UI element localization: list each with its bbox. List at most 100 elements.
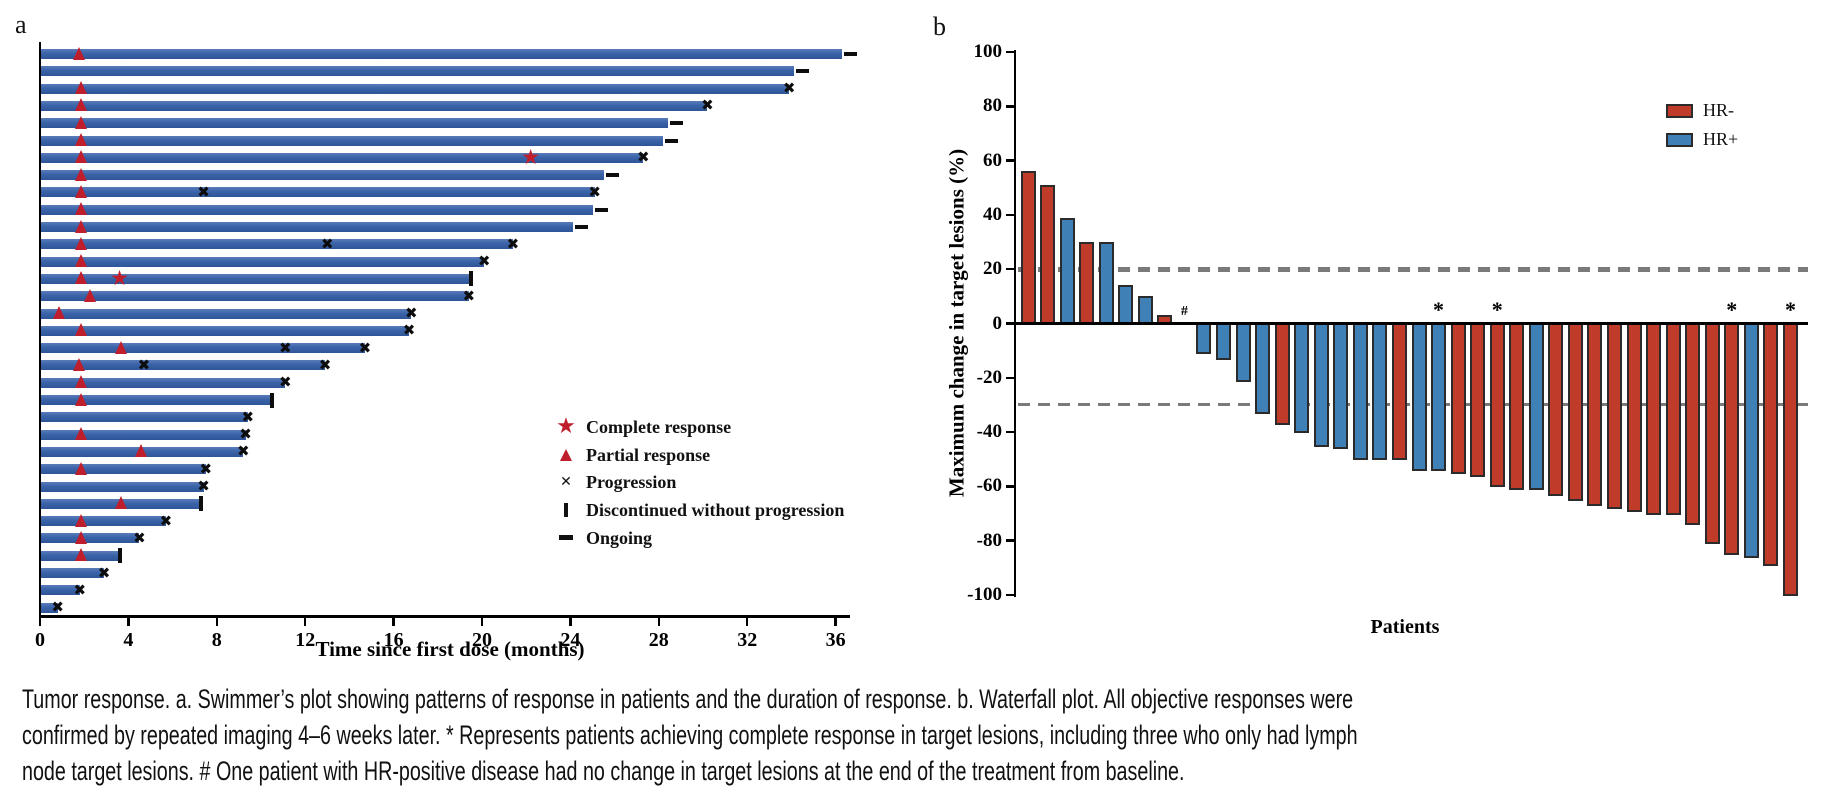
panel-b-label: b <box>933 12 946 41</box>
progression-x-icon: ✖ <box>404 304 418 322</box>
progression-x-icon: ✖ <box>239 425 252 444</box>
y-tick <box>1006 50 1015 54</box>
waterfall-bar <box>1782 322 1798 596</box>
legend-swatch <box>1666 133 1693 147</box>
legend-label: Ongoing <box>586 527 653 548</box>
partial-response-triangle-icon <box>75 375 88 389</box>
legend-swatch <box>1666 104 1693 118</box>
swimmer-bar <box>41 360 326 371</box>
progression-x-icon: ✖ <box>137 355 151 374</box>
waterfall-bar <box>1763 322 1779 567</box>
discontinued-tick <box>270 392 275 408</box>
ongoing-dash <box>844 52 858 56</box>
x-tick-label: 16 <box>383 629 404 651</box>
waterfall-bar <box>1470 322 1486 477</box>
hash-annotation: # <box>1180 304 1188 319</box>
progression-x-icon: ✖ <box>237 442 250 461</box>
waterfall-bar <box>1704 322 1720 545</box>
zero-axis-line <box>1013 322 1808 325</box>
swimmer-bar <box>41 568 105 578</box>
x-tick <box>569 617 572 626</box>
swimmer-bar <box>41 308 412 319</box>
legend-ongoing-icon <box>559 535 573 541</box>
caption-line-2: confirmed by repeated imaging 4–6 weeks … <box>22 720 1358 750</box>
asterisk-annotation: * <box>1491 297 1503 322</box>
y-tick-label: 40 <box>983 203 1002 225</box>
x-tick <box>38 617 42 626</box>
discontinued-tick <box>468 271 473 287</box>
x-tick <box>657 617 661 626</box>
ongoing-dash <box>665 138 679 143</box>
x-axis-title-waterfall: Patients <box>1370 616 1440 638</box>
swimmer-bar <box>41 325 410 336</box>
x-tick <box>303 617 307 626</box>
partial-response-triangle-icon <box>115 496 128 510</box>
x-tick-label: 36 <box>825 629 846 651</box>
waterfall-bar <box>1509 322 1525 491</box>
partial-response-triangle-icon <box>75 167 88 181</box>
partial-response-triangle-icon <box>53 306 66 319</box>
swimmer-bar <box>41 343 365 354</box>
y-tick-label: -60 <box>976 475 1002 497</box>
progression-x-icon: ✖ <box>402 321 416 340</box>
waterfall-bar <box>1313 322 1329 447</box>
waterfall-bar <box>1391 322 1407 461</box>
waterfall-bar <box>1450 322 1466 474</box>
reference-line <box>1018 266 1808 272</box>
ongoing-dash <box>574 225 588 229</box>
complete-response-star-icon: ★ <box>110 266 129 291</box>
progression-x-icon: ✖ <box>782 79 796 98</box>
partial-response-triangle-icon <box>75 323 88 337</box>
progression-x-icon: ✖ <box>279 338 292 357</box>
y-tick <box>1006 322 1015 325</box>
waterfall-bar <box>1607 322 1622 510</box>
swimmer-bar <box>41 222 573 232</box>
partial-response-triangle-icon <box>75 150 88 164</box>
progression-x-icon: ✖ <box>477 252 491 271</box>
progression-x-icon: ✖ <box>318 355 332 374</box>
waterfall-bar <box>1098 242 1114 326</box>
x-tick <box>745 617 749 626</box>
waterfall-bar <box>1059 217 1075 326</box>
swimmer-bar <box>41 239 513 250</box>
partial-response-triangle-icon <box>115 340 128 354</box>
swimmer-bar <box>41 66 794 77</box>
y-tick <box>1006 376 1015 380</box>
partial-response-triangle-icon <box>135 444 148 458</box>
waterfall-bar <box>1118 285 1134 326</box>
x-tick-label: 20 <box>472 629 492 651</box>
waterfall-bar <box>1333 322 1349 450</box>
partial-response-triangle-icon <box>75 133 88 146</box>
panel-a-label: a <box>15 10 27 39</box>
legend-label: Discontinued without progression <box>586 500 845 521</box>
progression-x-icon: ✖ <box>701 96 714 115</box>
x-tick-label: 28 <box>648 629 669 651</box>
y-tick <box>1006 105 1015 108</box>
partial-response-triangle-icon <box>75 254 88 268</box>
y-tick-label: 0 <box>992 312 1003 334</box>
partial-response-triangle-icon <box>75 81 88 95</box>
x-tick <box>480 617 484 626</box>
partial-response-triangle-icon <box>75 184 88 198</box>
partial-response-triangle-icon <box>75 530 88 544</box>
partial-response-triangle-icon <box>75 427 88 441</box>
x-tick-label: 32 <box>737 629 758 651</box>
swimmer-bar <box>41 204 593 215</box>
waterfall-bar <box>1587 322 1603 507</box>
progression-x-icon: ✖ <box>279 373 292 392</box>
waterfall-bar <box>1411 322 1427 472</box>
swimmer-bar <box>41 256 485 267</box>
partial-response-triangle-icon <box>75 202 88 216</box>
x-tick-label: 12 <box>295 629 316 651</box>
swimmer-bar <box>41 481 204 492</box>
progression-x-icon: ✖ <box>588 182 601 201</box>
x-tick-label: 4 <box>123 629 134 651</box>
caption-line-1: Tumor response. a. Swimmer’s plot showin… <box>22 684 1354 714</box>
y-tick-label: -40 <box>976 421 1002 443</box>
swimmer-bar <box>41 585 80 596</box>
waterfall-bar <box>1646 322 1662 515</box>
x-axis-line <box>38 615 850 618</box>
waterfall-bar <box>1548 322 1564 496</box>
progression-x-icon: ✖ <box>199 459 213 478</box>
